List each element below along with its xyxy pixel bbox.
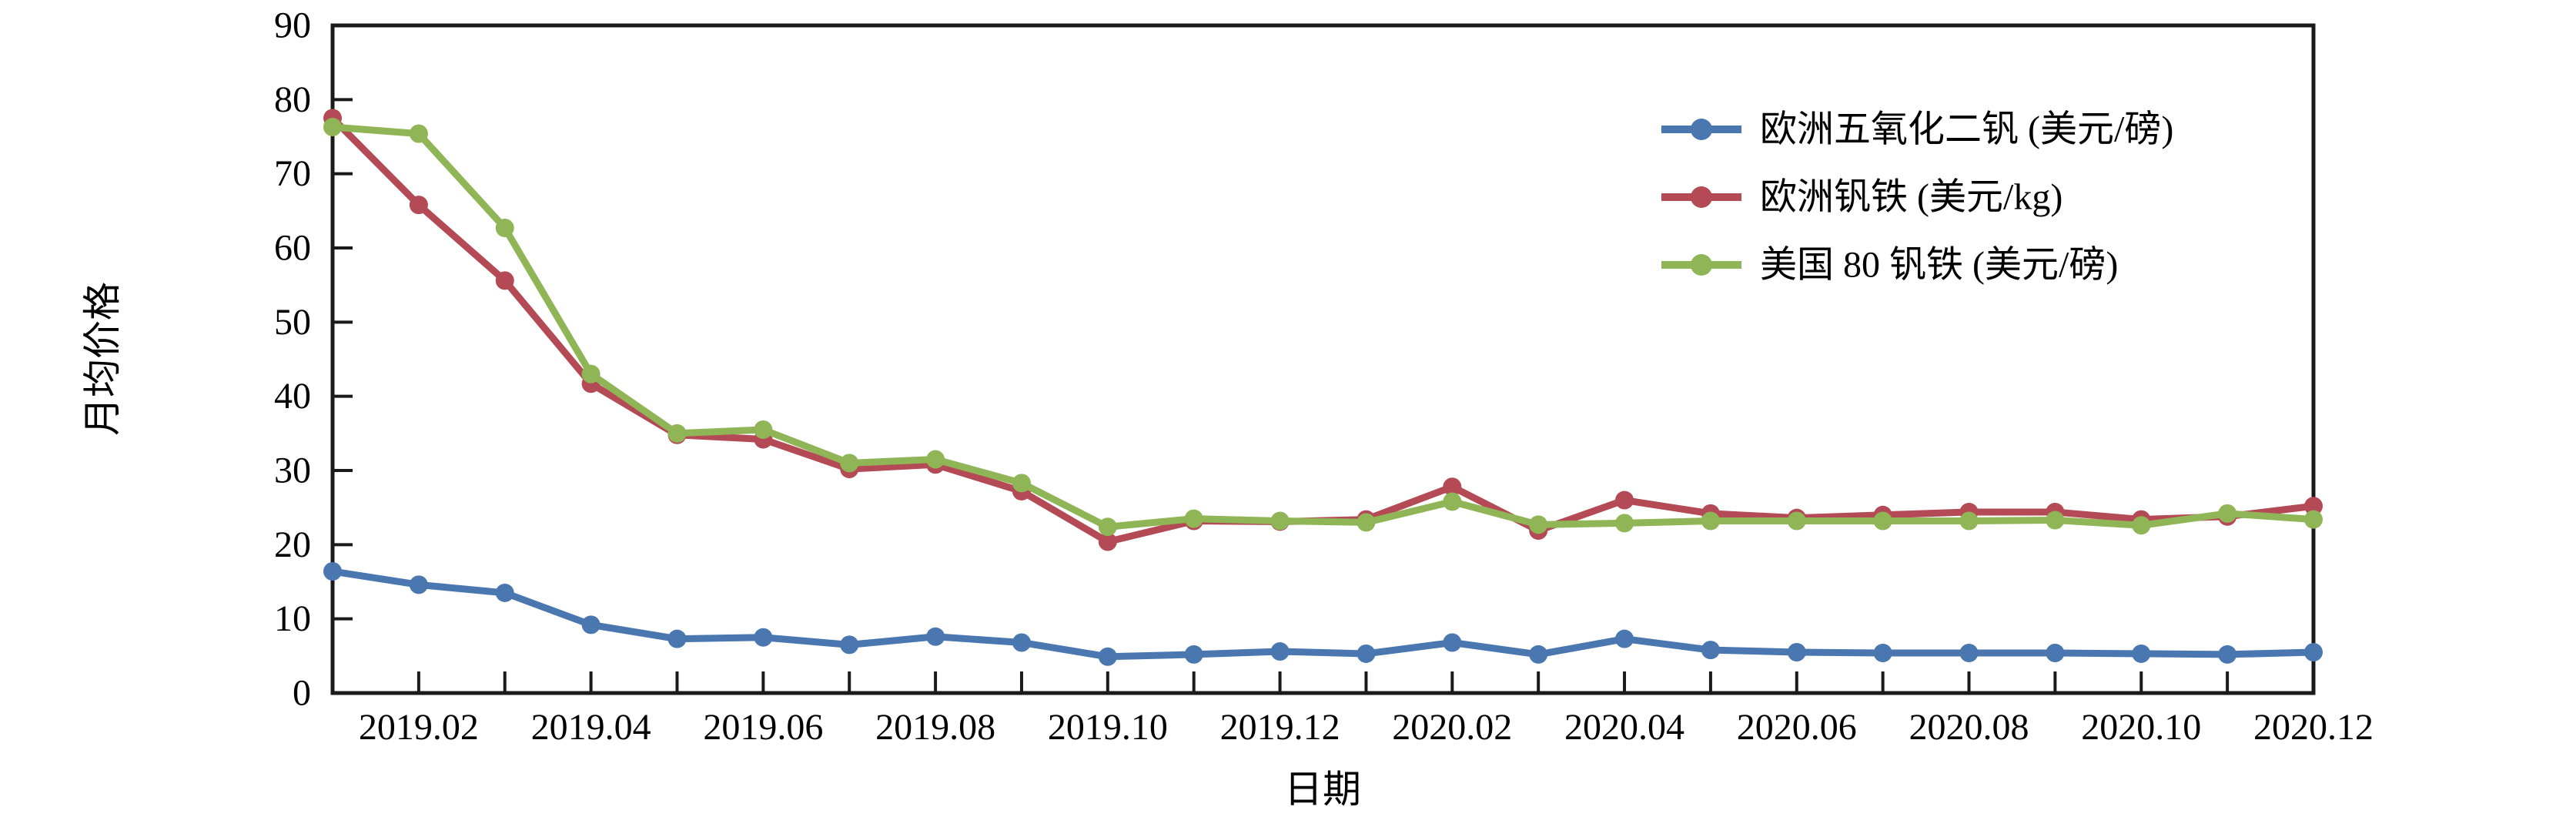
y-tick-label: 30	[274, 450, 311, 491]
data-point-marker	[495, 218, 514, 237]
data-point-marker	[1615, 514, 1634, 533]
data-point-marker	[1098, 517, 1117, 537]
x-axis-ticks: 2019.02 2019.04 2019.06 2019.08 2019.10 2019.…	[359, 671, 2374, 748]
y-axis-title: 月均价格	[81, 282, 124, 436]
data-point-marker	[840, 635, 859, 655]
x-axis-title: 日期	[1284, 768, 1361, 811]
data-point-marker	[1873, 511, 1892, 531]
data-point-marker	[1529, 645, 1548, 664]
x-tick-label: 2019.02	[359, 707, 479, 748]
data-point-marker	[2218, 504, 2237, 523]
data-point-marker	[1357, 644, 1376, 663]
legend-circle-marker-icon	[1691, 119, 1712, 140]
data-point-marker	[2132, 516, 2151, 535]
data-point-marker	[1270, 511, 1290, 531]
y-tick-label: 80	[274, 79, 311, 120]
data-point-marker	[1873, 643, 1892, 662]
data-point-marker	[1443, 633, 1462, 652]
data-point-marker	[1443, 492, 1462, 511]
series-line	[329, 568, 2317, 661]
data-point-marker	[1270, 642, 1290, 661]
y-tick-label: 50	[274, 302, 311, 343]
series-layer	[323, 109, 2323, 666]
data-point-marker	[1529, 515, 1548, 534]
data-point-marker	[409, 575, 428, 594]
data-point-marker	[1787, 511, 1806, 531]
data-point-marker	[1701, 511, 1720, 531]
data-point-marker	[2218, 645, 2237, 664]
data-point-marker	[2046, 511, 2065, 530]
legend: 欧洲五氧化二钒 (美元/磅) 欧洲钒铁 (美元/kg) 美国 80 钒铁 (美元…	[1661, 109, 2173, 286]
data-point-marker	[1098, 647, 1117, 666]
data-point-marker	[667, 629, 687, 648]
x-tick-label: 2020.12	[2253, 707, 2374, 748]
data-point-marker	[2132, 644, 2151, 663]
data-point-marker	[2304, 643, 2323, 662]
x-tick-label: 2019.08	[875, 707, 995, 748]
x-tick-label: 2020.04	[1564, 707, 1684, 748]
legend-label: 欧洲五氧化二钒 (美元/磅)	[1760, 109, 2173, 150]
y-tick-label: 40	[274, 376, 311, 417]
data-point-marker	[1787, 643, 1806, 662]
legend-item-us80-fev: 美国 80 钒铁 (美元/磅)	[1661, 245, 2118, 286]
x-tick-label: 2020.02	[1392, 707, 1512, 748]
data-point-marker	[495, 271, 514, 290]
data-point-marker	[2304, 497, 2323, 516]
x-tick-label: 2019.04	[531, 707, 651, 748]
legend-label: 欧洲钒铁 (美元/kg)	[1760, 177, 2062, 218]
data-point-marker	[1098, 532, 1117, 551]
legend-label: 美国 80 钒铁 (美元/磅)	[1760, 245, 2118, 286]
data-point-marker	[1959, 511, 1979, 531]
series-0	[323, 562, 2323, 666]
x-tick-label: 2020.08	[1909, 707, 2029, 748]
legend-circle-marker-icon	[1691, 254, 1712, 276]
data-point-marker	[2304, 510, 2323, 529]
legend-item-europe-v2o5: 欧洲五氧化二钒 (美元/磅)	[1661, 109, 2173, 150]
y-axis-ticks: 0 10 20 30 40 50 60 70 80 90	[274, 5, 353, 714]
data-point-marker	[1012, 633, 1031, 652]
x-tick-label: 2020.10	[2081, 707, 2201, 748]
data-point-marker	[1615, 491, 1634, 510]
data-point-marker	[323, 117, 342, 136]
data-point-marker	[754, 420, 773, 440]
data-point-marker	[2046, 643, 2065, 662]
y-tick-label: 0	[293, 673, 311, 714]
x-tick-label: 2020.06	[1737, 707, 1857, 748]
data-point-marker	[1357, 513, 1376, 532]
y-tick-label: 60	[274, 228, 311, 269]
series-line	[329, 123, 2317, 531]
data-point-marker	[667, 424, 687, 443]
data-point-marker	[754, 628, 773, 647]
x-tick-label: 2019.10	[1048, 707, 1168, 748]
series-2	[323, 117, 2323, 537]
data-point-marker	[1012, 474, 1031, 493]
data-point-marker	[1184, 645, 1203, 664]
y-tick-label: 20	[274, 524, 311, 565]
data-point-marker	[1615, 629, 1634, 648]
y-tick-label: 70	[274, 153, 311, 194]
x-tick-label: 2019.12	[1220, 707, 1340, 748]
data-point-marker	[495, 583, 514, 602]
x-tick-label: 2019.06	[703, 707, 823, 748]
data-point-marker	[409, 124, 428, 143]
data-point-marker	[1443, 477, 1462, 497]
data-point-marker	[840, 454, 859, 473]
data-point-marker	[409, 196, 428, 215]
legend-circle-marker-icon	[1691, 186, 1712, 208]
data-point-marker	[581, 364, 601, 383]
y-tick-label: 10	[274, 598, 311, 639]
data-point-marker	[323, 562, 342, 581]
data-point-marker	[1701, 641, 1720, 660]
legend-item-europe-fev: 欧洲钒铁 (美元/kg)	[1661, 177, 2062, 218]
data-point-marker	[1184, 509, 1203, 528]
data-point-marker	[926, 450, 945, 469]
data-point-marker	[1959, 643, 1979, 662]
series-1	[323, 109, 2323, 551]
data-point-marker	[926, 627, 945, 646]
plot-border	[330, 23, 2316, 695]
y-tick-label: 90	[274, 5, 311, 46]
data-point-marker	[581, 615, 601, 635]
